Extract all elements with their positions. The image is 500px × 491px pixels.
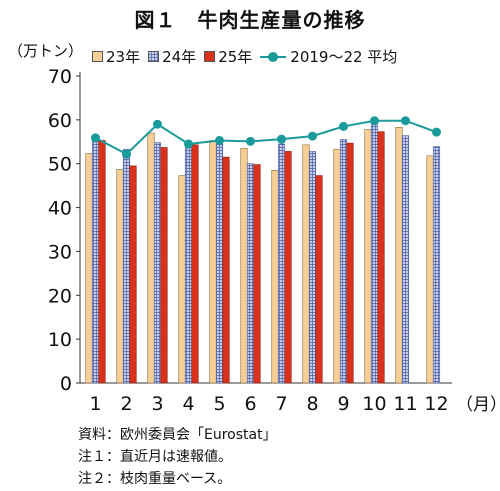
y-tick-label: 10: [48, 329, 72, 351]
chart-title: 図１ 牛肉生産量の推移: [134, 8, 366, 32]
x-tick-label: 9: [337, 393, 349, 415]
bar-23-3: [147, 132, 155, 384]
legend-item-avg: 2019～22 平均: [260, 46, 397, 67]
avg-point-2: [122, 149, 131, 159]
avg-point-11: [401, 116, 410, 126]
avg-point-9: [339, 121, 348, 131]
bar-24-11: [401, 135, 410, 384]
x-tick-label: 8: [306, 393, 318, 415]
avg-point-6: [246, 136, 255, 146]
x-tick-label: 2: [120, 393, 132, 415]
bar-23-6: [240, 148, 248, 384]
legend-swatch-avg: [260, 51, 287, 63]
x-tick-label: 12: [424, 393, 448, 415]
legend-label-25: 25年: [218, 48, 253, 66]
y-tick-label: 60: [48, 110, 72, 132]
avg-point-12: [432, 127, 441, 137]
note-source: 資料：欧州委員会「Eurostat」: [78, 427, 277, 443]
y-tick-label: 0: [60, 373, 72, 395]
avg-point-7: [277, 134, 286, 144]
legend-item-23: 23年: [92, 46, 140, 67]
bar-24-4: [184, 143, 193, 384]
bar-24-3: [153, 142, 162, 384]
bar-24-5: [215, 139, 224, 384]
bar-23-5: [209, 140, 217, 384]
bar-23-8: [302, 144, 310, 384]
bar-23-10: [364, 129, 372, 384]
bar-25-4: [191, 144, 199, 384]
x-tick-label: 11: [393, 393, 417, 415]
y-tick-label: 40: [48, 198, 72, 220]
bar-24-1: [91, 139, 100, 384]
bar-24-10: [370, 123, 379, 384]
legend-label-23: 23年: [106, 48, 141, 66]
bar-23-12: [426, 155, 434, 384]
avg-point-4: [184, 139, 193, 149]
bar-23-1: [85, 153, 93, 384]
notes: 資料：欧州委員会「Eurostat」 注１：直近月は速報値。 注２：枝肉重量ベー…: [78, 424, 277, 490]
bar-25-6: [253, 164, 261, 384]
bar-24-7: [277, 143, 286, 384]
avg-point-1: [91, 133, 100, 143]
bar-25-9: [346, 142, 354, 384]
legend-swatch-25: [204, 51, 216, 62]
bar-23-4: [178, 175, 186, 384]
bar-23-7: [271, 169, 279, 384]
bar-25-3: [160, 147, 168, 384]
y-axis-unit: （万トン）: [8, 42, 84, 60]
x-tick-label: 5: [213, 393, 225, 415]
y-tick-label: 50: [48, 154, 72, 176]
bar-25-10: [377, 131, 385, 384]
x-tick-label: 10: [362, 393, 386, 415]
bar-23-9: [333, 148, 341, 384]
avg-line: [95, 119, 437, 156]
bar-24-6: [246, 163, 255, 384]
y-tick-label: 30: [48, 241, 72, 263]
bar-25-1: [98, 140, 106, 384]
bar-23-11: [395, 127, 403, 384]
note-2: 注２：枝肉重量ベース。: [78, 471, 232, 487]
x-axis-unit: （月）: [456, 395, 500, 415]
x-tick-label: 6: [244, 393, 256, 415]
avg-point-3: [153, 119, 162, 129]
bar-25-8: [315, 175, 323, 384]
avg-point-8: [308, 131, 317, 141]
legend-label-avg: 2019～22 平均: [290, 48, 398, 66]
x-tick-label: 4: [182, 393, 194, 415]
legend-label-24: 24年: [162, 48, 197, 66]
bar-25-5: [222, 156, 230, 384]
y-tick-label: 70: [48, 66, 72, 88]
bar-24-8: [308, 151, 317, 384]
y-tick-label: 20: [48, 285, 72, 307]
legend: 23年 24年 25年 2019～22 平均: [92, 46, 405, 67]
x-tick-label: 1: [89, 393, 101, 415]
bar-25-7: [284, 151, 292, 384]
legend-item-25: 25年: [204, 46, 252, 67]
x-tick-label: 3: [151, 393, 163, 415]
avg-point-10: [370, 116, 379, 126]
legend-swatch-23: [92, 51, 103, 62]
bar-24-2: [122, 148, 131, 384]
bar-24-9: [339, 139, 348, 384]
bar-24-12: [432, 146, 441, 384]
legend-swatch-24: [148, 51, 160, 62]
legend-item-24: 24年: [148, 46, 196, 67]
bar-25-2: [129, 165, 137, 384]
avg-point-5: [215, 135, 224, 145]
note-1: 注１：直近月は速報値。: [78, 449, 232, 465]
bar-23-2: [116, 169, 124, 384]
x-tick-label: 7: [275, 393, 287, 415]
